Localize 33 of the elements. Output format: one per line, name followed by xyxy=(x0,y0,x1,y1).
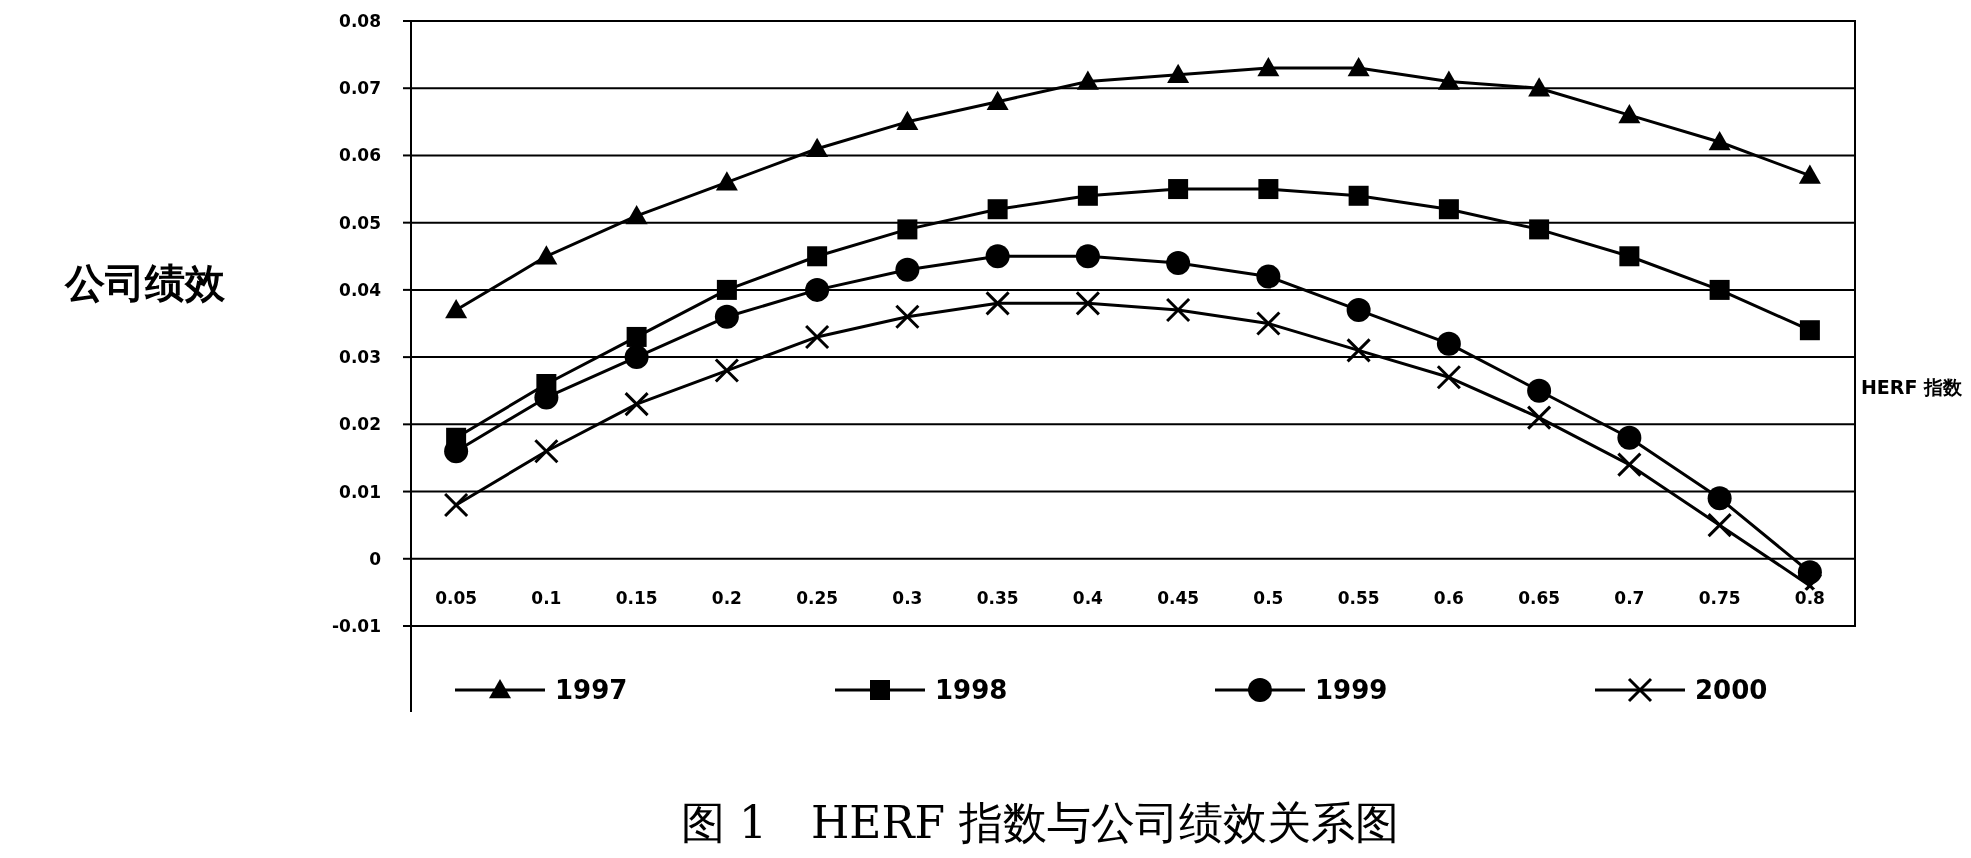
x-tick-label: 0.7 xyxy=(1614,588,1645,609)
y-tick-label: 0.08 xyxy=(339,11,381,31)
x-tick-label: 0.45 xyxy=(1157,588,1200,609)
x-tick-label: 0.3 xyxy=(892,588,923,609)
x-tick-label: 0.35 xyxy=(976,588,1019,609)
x-tick-label: 0.1 xyxy=(531,588,562,609)
y-axis-title: 公司绩效 xyxy=(64,260,226,306)
legend-label: 1999 xyxy=(1315,675,1388,705)
y-tick-label: 0.04 xyxy=(339,279,382,300)
y-tick-label: 0.02 xyxy=(339,414,381,435)
x-tick-label: 0.8 xyxy=(1794,588,1825,609)
y-tick-label: 0.03 xyxy=(339,347,381,368)
x-tick-label: 0.55 xyxy=(1337,588,1380,609)
y-tick-label: 0.01 xyxy=(339,481,381,502)
y-tick-label: 0.06 xyxy=(339,145,381,166)
text: 图 1 HERF 指数与公司绩效关系图 xyxy=(680,797,1400,848)
x-tick-label: 0.6 xyxy=(1433,588,1464,609)
x-tick-label: 0.05 xyxy=(435,588,478,609)
x-tick-label: 0.75 xyxy=(1698,588,1741,609)
legend-label: 1997 xyxy=(555,675,628,705)
x-tick-label: 0.15 xyxy=(615,588,658,609)
legend-label: 1998 xyxy=(935,675,1008,705)
x-tick-label: 0.4 xyxy=(1072,588,1104,609)
x-tick-label: 0.25 xyxy=(796,588,839,609)
y-tick-label: 0 xyxy=(369,548,382,569)
legend-label: 2000 xyxy=(1695,675,1768,705)
y-tick-label: 0.07 xyxy=(339,78,381,99)
y-tick-label: 0.05 xyxy=(339,212,381,233)
x-axis-title: HERF 指数 xyxy=(1860,376,1963,398)
x-tick-label: 0.5 xyxy=(1253,588,1284,609)
y-tick-label: -0.01 xyxy=(332,616,381,636)
x-tick-label: 0.65 xyxy=(1518,588,1561,609)
x-tick-label: 0.2 xyxy=(711,588,742,609)
